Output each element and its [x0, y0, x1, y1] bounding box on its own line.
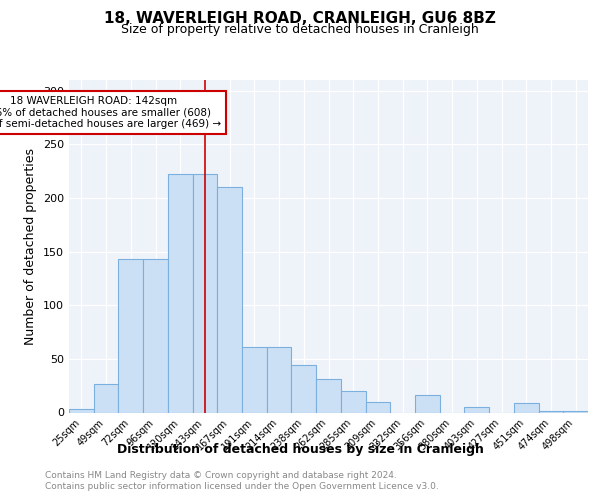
Bar: [168, 174, 193, 412]
Bar: [514, 403, 539, 412]
Bar: [217, 188, 242, 412]
Text: Distribution of detached houses by size in Cranleigh: Distribution of detached houses by size …: [116, 442, 484, 456]
Text: Contains HM Land Registry data © Crown copyright and database right 2024.: Contains HM Land Registry data © Crown c…: [45, 471, 397, 480]
Bar: [242, 347, 267, 412]
Text: 18 WAVERLEIGH ROAD: 142sqm
← 56% of detached houses are smaller (608)
43% of sem: 18 WAVERLEIGH ROAD: 142sqm ← 56% of deta…: [0, 96, 221, 130]
Text: Contains public sector information licensed under the Open Government Licence v3: Contains public sector information licen…: [45, 482, 439, 491]
Bar: [292, 366, 316, 412]
Bar: [316, 379, 341, 412]
Text: Size of property relative to detached houses in Cranleigh: Size of property relative to detached ho…: [121, 22, 479, 36]
Bar: [365, 402, 390, 412]
Bar: [415, 396, 440, 412]
Bar: [341, 391, 365, 412]
Y-axis label: Number of detached properties: Number of detached properties: [25, 148, 37, 345]
Bar: [94, 384, 118, 412]
Bar: [69, 410, 94, 412]
Text: 18, WAVERLEIGH ROAD, CRANLEIGH, GU6 8BZ: 18, WAVERLEIGH ROAD, CRANLEIGH, GU6 8BZ: [104, 11, 496, 26]
Bar: [267, 347, 292, 412]
Bar: [143, 259, 168, 412]
Bar: [118, 259, 143, 412]
Bar: [193, 174, 217, 412]
Bar: [464, 407, 489, 412]
